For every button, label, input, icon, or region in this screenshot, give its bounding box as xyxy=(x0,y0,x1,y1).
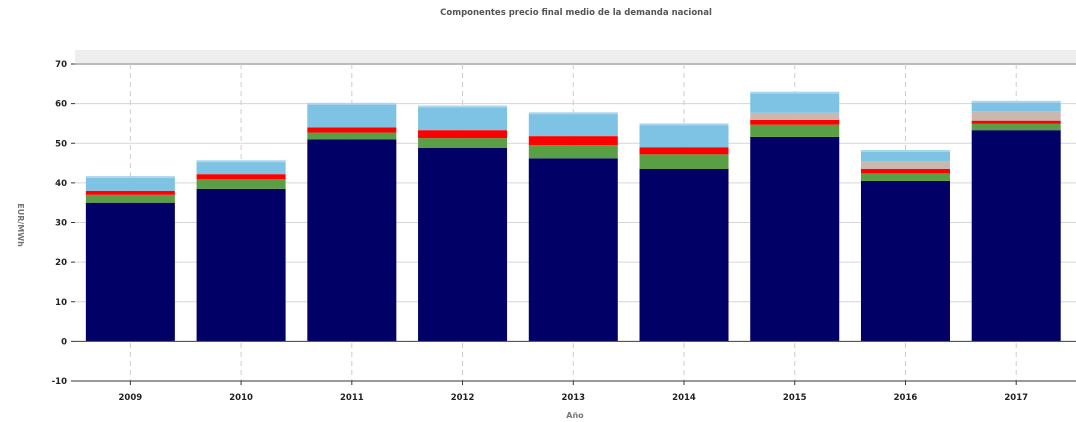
bar-segment-2017-1 xyxy=(971,123,1061,131)
chart-title: Componentes precio final medio de la dem… xyxy=(440,8,712,18)
bar-segment-2017-4 xyxy=(971,100,1061,112)
bar-highlight-2010 xyxy=(196,160,286,163)
x-axis-label: Año xyxy=(566,411,584,420)
bar-segment-2009-0 xyxy=(85,202,175,342)
bar-segment-2015-1 xyxy=(750,124,840,137)
bar-segment-2015-2 xyxy=(750,119,840,125)
bar-segment-2009-2 xyxy=(85,190,175,195)
x-tick-label: 2010 xyxy=(229,393,253,403)
axis-layer: -10 0 10 20 30 40 50 60 70 2009 2010 2011 2012 2013 20… xyxy=(52,60,1076,403)
x-tick-label: 2016 xyxy=(894,393,918,403)
y-axis-label: EUR/MWh xyxy=(16,203,25,247)
x-tick-label: 2017 xyxy=(1004,393,1028,403)
y-tick-label: 40 xyxy=(55,179,67,189)
x-tick-label: 2014 xyxy=(672,393,696,403)
bar-segment-2012-4 xyxy=(418,105,508,131)
bar-segment-2016-1 xyxy=(860,173,950,181)
bar-segment-2016-4 xyxy=(860,149,950,162)
bar-highlight-2012 xyxy=(418,105,508,108)
bar-segment-2011-2 xyxy=(307,127,397,133)
bar-highlight-2016 xyxy=(860,149,950,152)
bar-segment-2010-4 xyxy=(196,160,286,175)
x-tick-label: 2009 xyxy=(119,393,143,403)
bar-segment-2009-4 xyxy=(85,176,175,191)
bar-segment-2012-1 xyxy=(418,138,508,149)
bar-highlight-2017 xyxy=(971,100,1061,103)
bar-segment-2014-1 xyxy=(639,154,729,170)
y-tick-label: 20 xyxy=(55,258,67,268)
bar-segment-2014-2 xyxy=(639,147,729,155)
bar-highlight-2015 xyxy=(750,91,840,94)
bar-segment-2014-4 xyxy=(639,123,729,148)
bar-highlight-2011 xyxy=(307,102,397,105)
bar-segment-2010-0 xyxy=(196,188,286,342)
y-tick-label: 70 xyxy=(55,60,67,70)
y-tick-label: 10 xyxy=(55,298,67,308)
bar-segment-2015-0 xyxy=(750,136,840,342)
bar-segment-2010-1 xyxy=(196,179,286,189)
bar-segment-2013-2 xyxy=(528,136,618,146)
y-tick-label: 50 xyxy=(55,139,67,149)
bar-segment-2013-0 xyxy=(528,158,618,342)
bar-segment-2017-2 xyxy=(971,120,1061,124)
x-tick-label: 2012 xyxy=(451,393,475,403)
bar-segment-2012-0 xyxy=(418,148,508,342)
bar-segment-2016-2 xyxy=(860,169,950,174)
bar-highlight-2013 xyxy=(528,112,618,115)
bar-segment-2016-0 xyxy=(860,180,950,342)
bar-segment-2015-4 xyxy=(750,91,840,113)
x-tick-label: 2013 xyxy=(561,393,585,403)
bars-layer xyxy=(85,91,1061,342)
bar-segment-2011-4 xyxy=(307,102,397,128)
bar-segment-2011-0 xyxy=(307,139,397,342)
bar-segment-2017-0 xyxy=(971,130,1061,342)
bar-segment-2012-2 xyxy=(418,130,508,139)
x-tick-label: 2015 xyxy=(783,393,807,403)
bar-segment-2013-4 xyxy=(528,112,618,137)
y-tick-label: -10 xyxy=(52,377,67,387)
bar-segment-2016-3 xyxy=(860,161,950,170)
bar-segment-2017-3 xyxy=(971,111,1061,121)
plot-header-band xyxy=(75,50,1076,64)
bar-highlight-2009 xyxy=(85,176,175,179)
y-tick-label: 60 xyxy=(55,100,67,110)
y-tick-label: 30 xyxy=(55,219,67,229)
x-tick-label: 2011 xyxy=(340,393,364,403)
bar-segment-2009-1 xyxy=(85,194,175,203)
bar-highlight-2014 xyxy=(639,123,729,126)
y-tick-label: 0 xyxy=(61,337,67,347)
bar-segment-2014-0 xyxy=(639,169,729,342)
bar-segment-2010-2 xyxy=(196,174,286,180)
bar-segment-2015-3 xyxy=(750,112,840,120)
bar-segment-2011-1 xyxy=(307,132,397,140)
bar-segment-2013-1 xyxy=(528,145,618,159)
